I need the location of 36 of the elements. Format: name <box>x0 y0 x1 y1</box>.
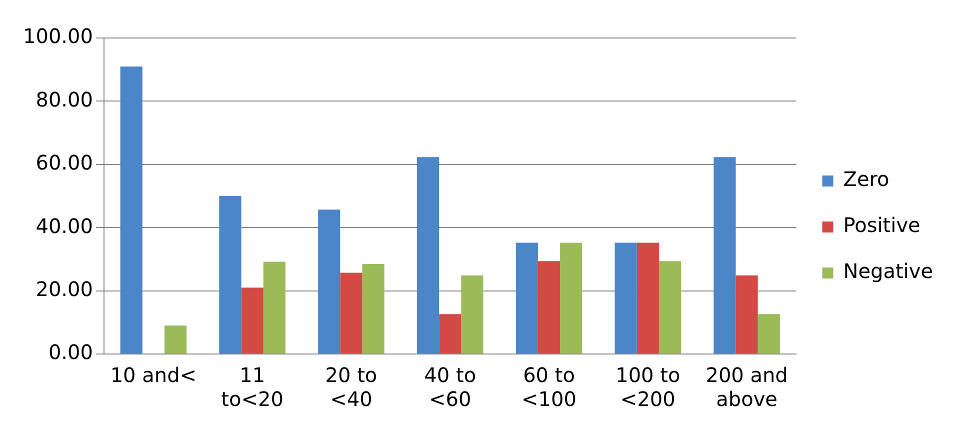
y-tick-label: 0.00 <box>48 340 93 364</box>
bar <box>714 157 736 354</box>
bar <box>219 196 242 354</box>
x-tick-label: 11 to<20 <box>221 363 284 412</box>
y-tick-label: 60.00 <box>36 150 93 175</box>
legend-label: Zero <box>843 167 890 192</box>
x-tick-label: 60 to <100 <box>522 363 576 412</box>
bar <box>416 157 440 354</box>
bar <box>461 275 484 354</box>
legend-label: Negative <box>843 259 934 284</box>
y-tick-label: 40.00 <box>36 214 93 238</box>
bar <box>658 261 682 354</box>
y-tick-label: 100.00 <box>22 24 93 48</box>
x-tick-label: 20 to <40 <box>325 363 378 412</box>
bar <box>439 314 462 354</box>
bar <box>560 242 582 354</box>
bar <box>758 314 780 354</box>
y-tick-label: 20.00 <box>36 277 93 302</box>
x-tick-label: 40 to <60 <box>424 363 476 412</box>
bar <box>736 275 758 354</box>
x-tick-label: 10 and< <box>110 363 197 388</box>
bar <box>120 66 142 354</box>
x-tick-label: 100 to <200 <box>616 363 680 412</box>
bar <box>340 272 362 354</box>
bar <box>318 210 340 354</box>
bar <box>362 264 384 354</box>
y-tick-label: 80.00 <box>36 87 93 112</box>
bar <box>538 261 560 354</box>
bar <box>164 326 187 354</box>
bar <box>241 288 264 354</box>
bar <box>636 242 659 354</box>
x-tick-label: 200 and above <box>706 363 788 412</box>
bar <box>263 262 286 354</box>
bar <box>614 242 637 354</box>
legend-label: Positive <box>843 213 920 238</box>
bar <box>516 242 538 354</box>
